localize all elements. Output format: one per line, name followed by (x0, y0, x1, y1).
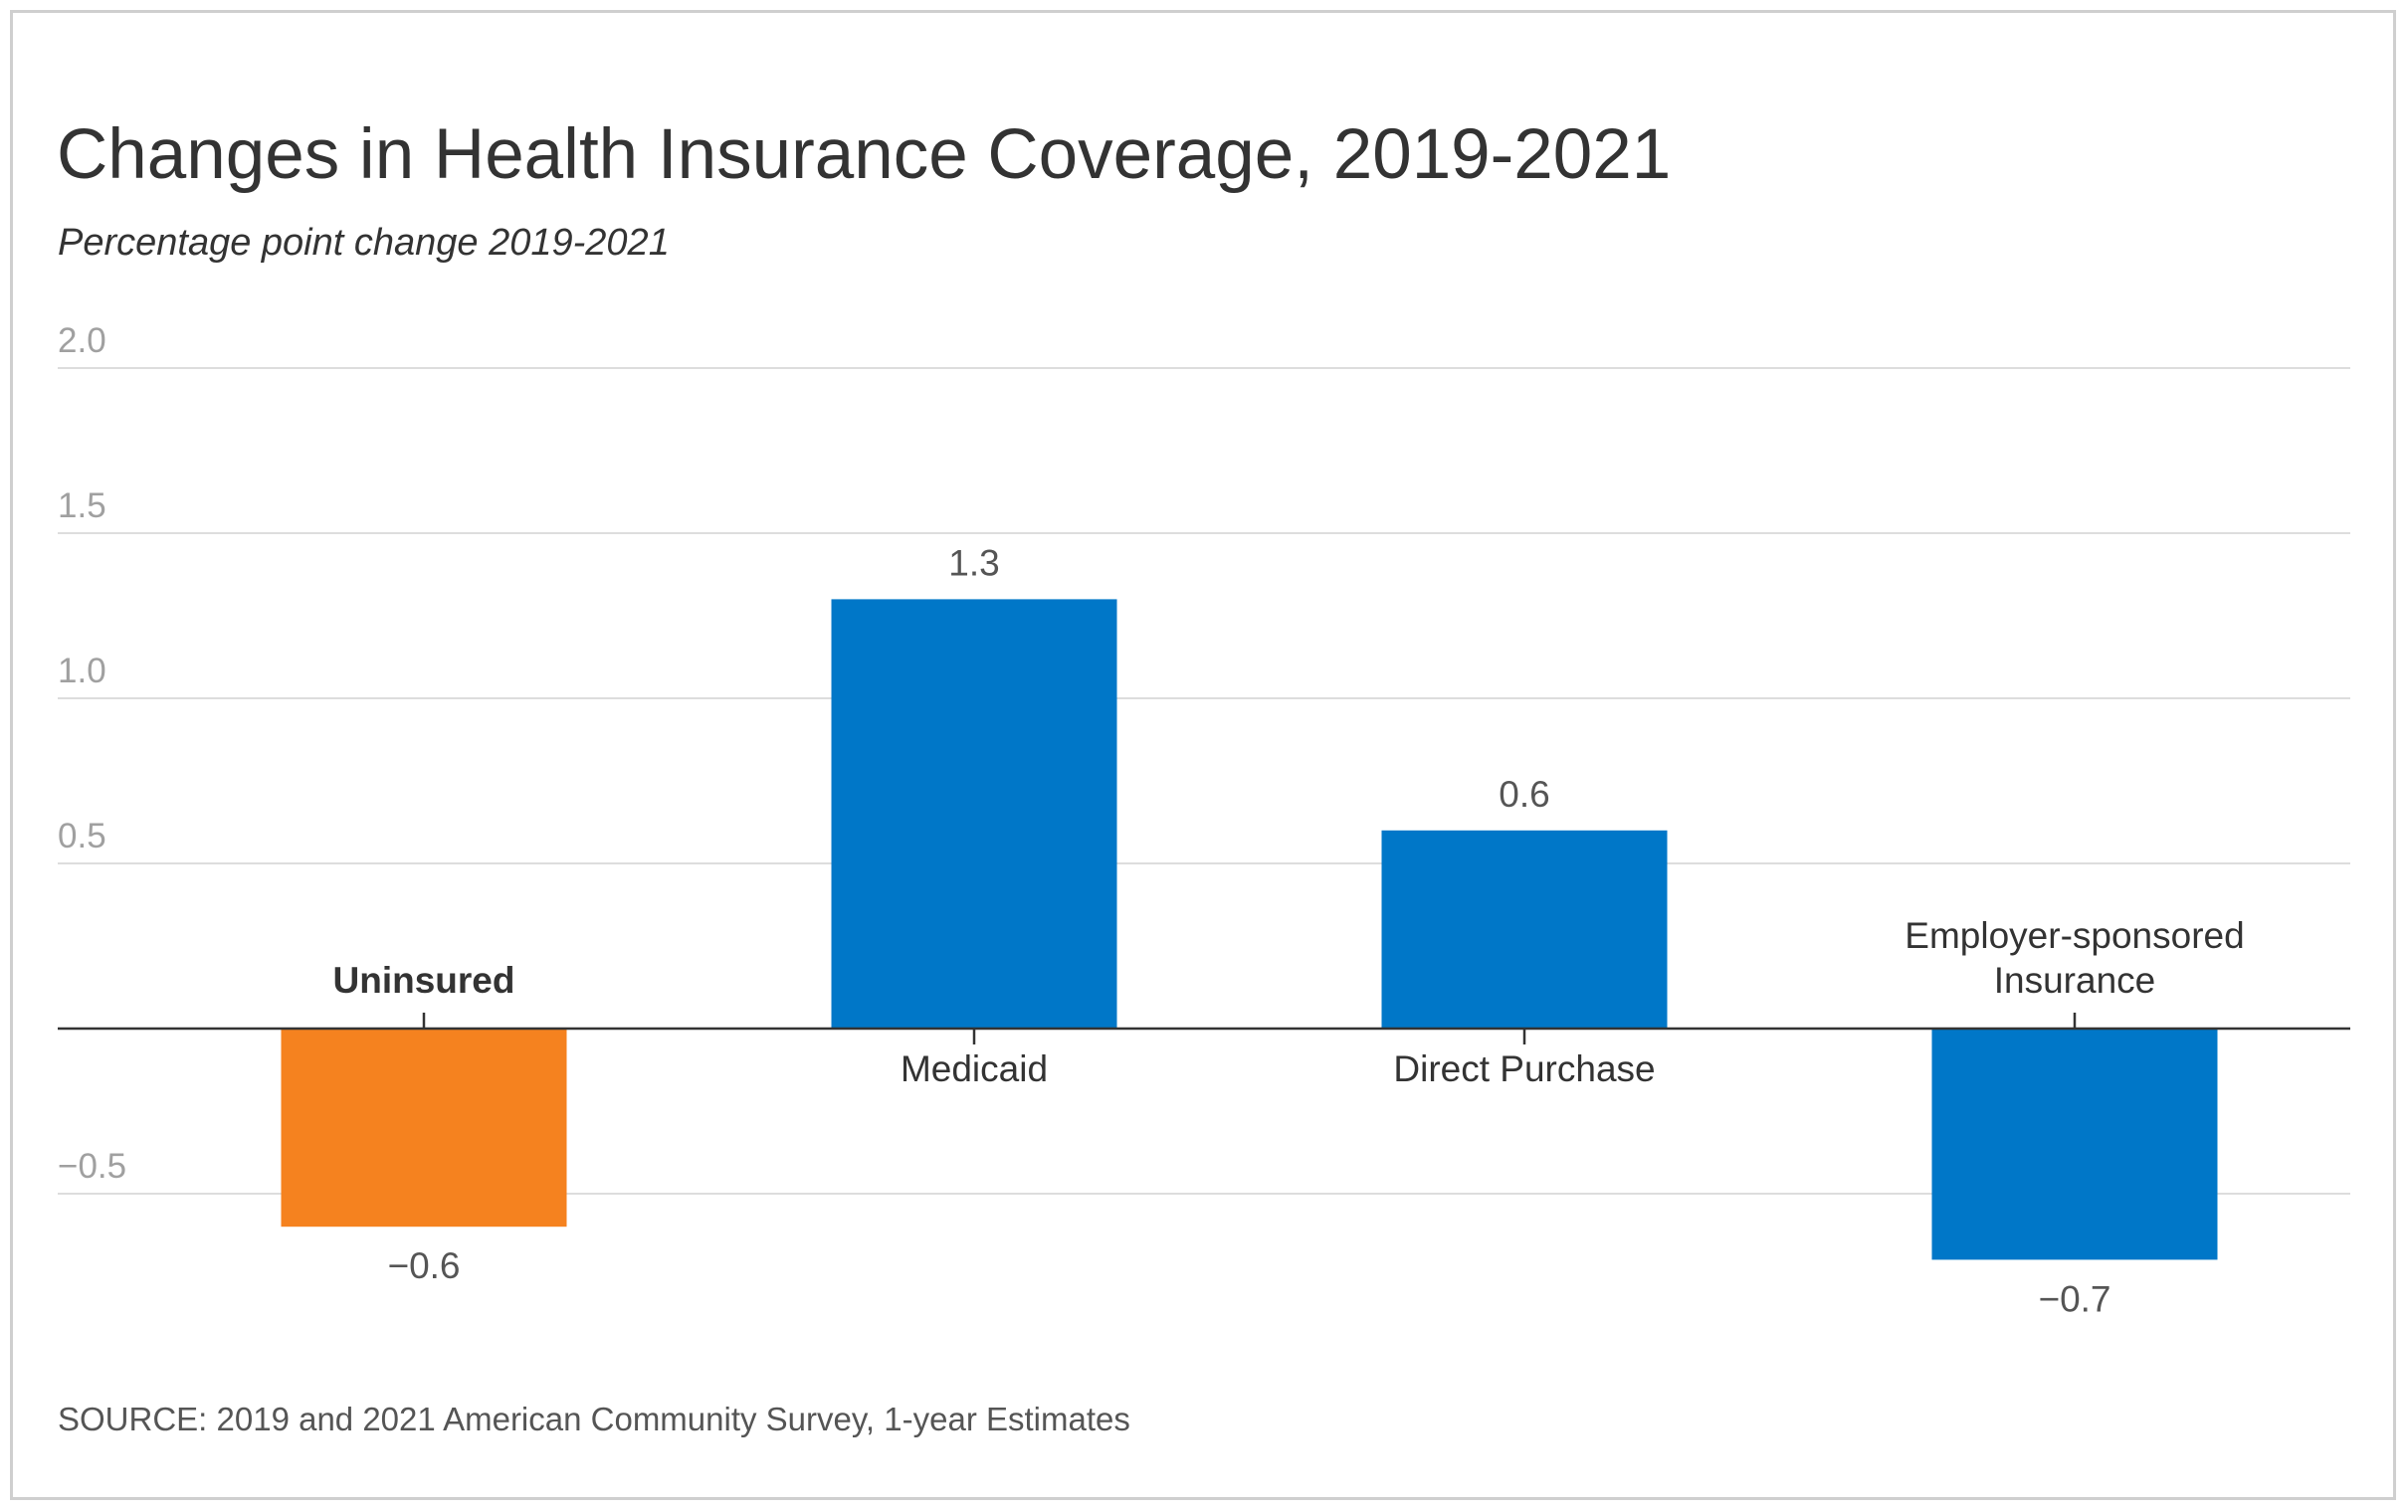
bar (1381, 830, 1668, 1029)
value-label: −0.7 (2038, 1278, 2110, 1319)
y-tick-label: 1.5 (58, 486, 106, 525)
y-tick-label: 1.0 (58, 652, 106, 690)
category-label: Employer-sponsored Insurance (1905, 915, 2244, 1001)
y-tick-label: 0.5 (58, 817, 106, 855)
y-tick-label: 2.0 (58, 321, 106, 360)
source-note: SOURCE: 2019 and 2021 American Community… (58, 1401, 1130, 1437)
value-label: −0.6 (387, 1245, 460, 1286)
value-label: 1.3 (948, 542, 999, 583)
category-label: Medicaid (901, 1048, 1048, 1089)
bar (831, 599, 1117, 1029)
y-tick-label: −0.5 (58, 1147, 126, 1186)
value-label: 0.6 (1499, 774, 1549, 815)
category-label: Uninsured (333, 960, 515, 1001)
bar (1931, 1029, 2218, 1260)
bar (281, 1029, 567, 1228)
category-label: Direct Purchase (1393, 1048, 1655, 1089)
chart-title: Changes in Health Insurance Coverage, 20… (57, 115, 1672, 194)
chart-subtitle: Percentage point change 2019-2021 (58, 222, 670, 264)
